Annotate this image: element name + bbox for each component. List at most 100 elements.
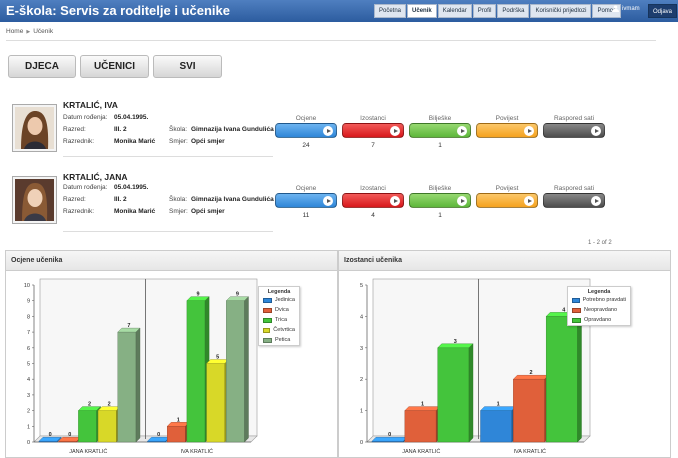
breadcrumb-home[interactable]: Home [6, 28, 24, 35]
student-name: KRTALIĆ, JANA [63, 172, 128, 182]
tab-pocetna[interactable]: Početna [374, 4, 407, 18]
bar-value-label: 2 [529, 370, 532, 376]
label-datum: Datum rođenja: [63, 184, 108, 191]
ocjene-header: Ocjene [295, 185, 317, 192]
ocjene-button[interactable] [275, 193, 337, 208]
bar-front [226, 300, 245, 443]
legend-label: Petica [275, 337, 291, 343]
bar [166, 421, 190, 443]
bar-side [577, 311, 582, 443]
bar [97, 406, 121, 443]
student-skola: Gimnazija Ivana Gundulića [191, 126, 274, 133]
izostanci-chart-panel: Izostanci učenika 0 1 2 3 4 5 0 1 3 JANA KRATLIĆ 1… [338, 250, 671, 458]
biljeske-count: 1 [438, 212, 442, 219]
bar-value-label: 4 [562, 307, 566, 313]
bar-front [186, 300, 206, 443]
ocjene-legend: Legenda Jedinica Dvica Trica Četvrtica Petic… [258, 286, 300, 346]
legend-swatch [263, 307, 272, 313]
y-tick-label: 1 [360, 409, 363, 415]
play-icon [457, 126, 467, 136]
filter-ucenici-button[interactable]: UČENICI [80, 55, 149, 78]
bar [38, 436, 62, 443]
filter-djeca-button[interactable]: DJECA [8, 55, 76, 78]
play-icon [591, 126, 601, 136]
student-skola: Gimnazija Ivana Gundulića [191, 196, 274, 203]
label-skola: Škola: [169, 196, 188, 203]
filter-svi-button[interactable]: SVI [153, 55, 222, 78]
legend-label: Dvica [275, 307, 289, 313]
y-tick-label: 2 [27, 409, 30, 415]
student-dob: 05.04.1995. [114, 184, 149, 191]
legend-swatch [572, 307, 581, 313]
tab-prijedlozi[interactable]: Korisnički prijedlozi [530, 4, 592, 18]
student-photo [12, 104, 57, 152]
student-razred: III. 2 [114, 196, 127, 203]
bar-side [468, 343, 474, 443]
povijest-button[interactable] [476, 193, 538, 208]
x-category-label: IVA KRATLIĆ [180, 448, 213, 455]
biljeske-button[interactable] [409, 193, 471, 208]
play-icon [390, 126, 400, 136]
povijest-header: Povijest [495, 185, 519, 192]
ocjene-chart-panel: Ocjene učenika 0 1 2 3 4 5 6 7 8 9 10 0 0 2 2 7 JANA KRA… [5, 250, 338, 458]
bar-front [206, 363, 226, 443]
legend-swatch [263, 317, 272, 323]
legend-swatch [572, 297, 580, 303]
bar-value-label: 0 [49, 432, 52, 438]
user-menu[interactable]: ivmam [612, 5, 640, 12]
bar-front [117, 331, 137, 443]
y-tick-label: 10 [24, 283, 30, 289]
tab-podrska[interactable]: Podrška [497, 4, 530, 18]
bar-front [97, 410, 117, 443]
play-icon [390, 196, 400, 206]
biljeske-button[interactable] [409, 123, 471, 138]
legend-label: Neopravdano [584, 307, 618, 313]
ocjene-count: 11 [302, 212, 310, 219]
izostanci-button[interactable] [342, 123, 404, 138]
label-razred: Razred: [63, 126, 86, 133]
bar [437, 343, 474, 443]
bar-value-label: 9 [236, 292, 239, 298]
povijest-header: Povijest [495, 115, 519, 122]
raspored-header: Raspored sati [553, 115, 595, 122]
legend-title: Legenda [267, 289, 291, 295]
povijest-button[interactable] [476, 123, 538, 138]
tab-kalendar[interactable]: Kalendar [437, 4, 472, 18]
top-bar: E-škola: Servis za roditelje i učenike P… [0, 0, 678, 22]
legend-swatch [263, 297, 272, 303]
breadcrumb-separator-icon: ▶ [26, 29, 31, 35]
legend-label: Opravdano [584, 317, 612, 323]
tab-ucenik[interactable]: Učenik [407, 4, 437, 18]
bar-front [513, 378, 545, 443]
label-skola: Škola: [169, 126, 188, 133]
ocjene-header: Ocjene [295, 115, 317, 122]
biljeske-count: 1 [438, 142, 442, 149]
main-nav: Početna Učenik Kalendar Profil Podrška K… [374, 4, 622, 18]
student-photo [12, 176, 57, 224]
student-card: KRTALIĆ, JANA Datum rođenja: 05.04.1995.… [8, 170, 608, 242]
play-icon [457, 196, 467, 206]
label-razred: Razred: [63, 196, 86, 203]
y-tick-label: 0 [360, 440, 363, 446]
bar [186, 296, 210, 443]
play-icon [524, 126, 534, 136]
y-tick-label: 5 [27, 362, 30, 368]
izostanci-button[interactable] [342, 193, 404, 208]
tab-profil[interactable]: Profil [472, 4, 497, 18]
bar-value-label: 0 [68, 432, 71, 438]
label-datum: Datum rođenja: [63, 114, 108, 121]
bar-front [404, 410, 437, 443]
bar-value-label: 7 [127, 323, 130, 329]
y-tick-label: 3 [27, 393, 30, 399]
ocjene-button[interactable] [275, 123, 337, 138]
y-tick-label: 4 [27, 377, 30, 383]
bar-front [437, 347, 470, 443]
bar-side [135, 327, 141, 443]
label-smjer: Smjer: [169, 138, 188, 145]
y-tick-label: 7 [27, 330, 30, 336]
raspored-button[interactable] [543, 123, 605, 138]
bar-front [480, 410, 513, 443]
bar-side [57, 436, 62, 443]
raspored-button[interactable] [543, 193, 605, 208]
logout-button[interactable]: Odjava [648, 4, 678, 18]
